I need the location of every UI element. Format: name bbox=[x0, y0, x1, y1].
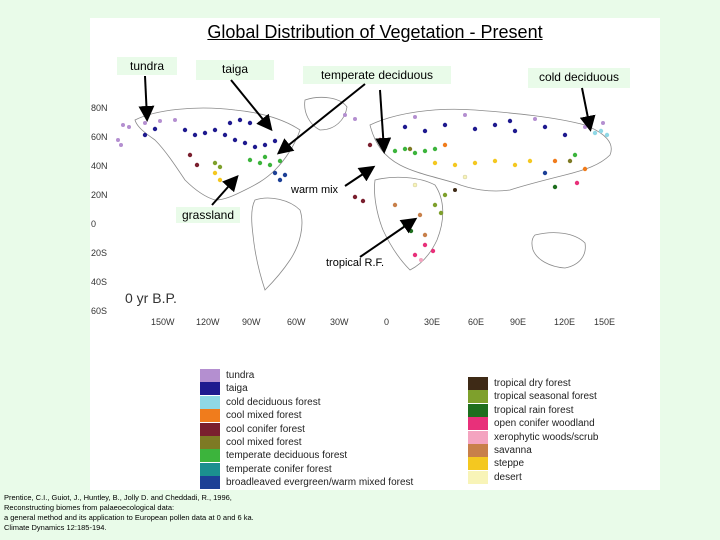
legend-swatch bbox=[200, 369, 220, 382]
legend-label: tropical seasonal forest bbox=[494, 391, 597, 403]
continent-outlines bbox=[134, 96, 612, 291]
longitude-tick: 90W bbox=[242, 317, 261, 327]
era-label: 0 yr B.P. bbox=[125, 290, 177, 306]
callout-temperate-deciduous: temperate deciduous bbox=[303, 66, 451, 84]
longitude-tick: 120E bbox=[554, 317, 576, 327]
citation-line: Climate Dynamics 12:185-194. bbox=[4, 523, 107, 532]
latitude-tick: 60S bbox=[91, 306, 108, 316]
latitude-tick: 20S bbox=[91, 248, 108, 258]
legend-label: cold deciduous forest bbox=[226, 396, 321, 408]
callout-warm-mix: warm mix bbox=[288, 184, 342, 196]
arrow-grassland bbox=[211, 175, 239, 206]
citation-line: Reconstructing biomes from palaeoecologi… bbox=[4, 503, 175, 512]
legend-swatch bbox=[200, 382, 220, 396]
legend-label: broadleaved evergreen/warm mixed forest bbox=[226, 477, 414, 489]
legend-label: temperate deciduous forest bbox=[226, 450, 348, 462]
callout-tundra: tundra bbox=[117, 57, 177, 75]
legend-swatch bbox=[200, 449, 220, 463]
legend-swatch bbox=[468, 430, 488, 444]
legend-label: cool conifer forest bbox=[226, 423, 305, 435]
longitude-tick: 60E bbox=[468, 317, 485, 327]
legend-label: desert bbox=[494, 471, 522, 483]
arrow-tropical-rf bbox=[359, 217, 418, 258]
legend-label: savanna bbox=[494, 445, 532, 456]
callout-grassland: grassland bbox=[176, 207, 241, 223]
longitude-tick: 30E bbox=[424, 317, 441, 327]
citation-line: Prentice, C.I., Guiot, J., Huntley, B., … bbox=[4, 493, 232, 502]
callout-tropical-rf: tropical R.F. bbox=[323, 257, 388, 269]
arrow-cold-deciduous bbox=[579, 87, 596, 132]
latitude-tick: 80N bbox=[91, 103, 108, 113]
arrow-tundra bbox=[138, 75, 155, 122]
legend-swatch bbox=[468, 470, 488, 484]
legend-swatch bbox=[468, 377, 488, 390]
legend-label: open conifer woodland bbox=[494, 418, 595, 430]
longitude-tick: 0 bbox=[384, 317, 390, 327]
callout-taiga: taiga bbox=[196, 60, 274, 80]
legend-swatch bbox=[200, 436, 220, 449]
figure-title: Global Distribution of Vegetation - Pres… bbox=[207, 22, 543, 42]
latitude-tick: 60N bbox=[91, 132, 108, 142]
latitude-tick: 20N bbox=[91, 190, 108, 200]
longitude-tick: 150W bbox=[151, 317, 175, 327]
legend-label: cool mixed forest bbox=[226, 410, 302, 422]
latitude-tick: 40N bbox=[91, 161, 108, 171]
legend-label: tundra bbox=[226, 370, 255, 381]
world-vegetation-map bbox=[116, 96, 612, 291]
citation-line: a general method and its application to … bbox=[4, 513, 254, 522]
citation: Prentice, C.I., Guiot, J., Huntley, B., … bbox=[4, 493, 254, 533]
longitude-tick: 60W bbox=[287, 317, 306, 327]
legend-label: steppe bbox=[494, 458, 525, 470]
callout-cold-deciduous: cold deciduous bbox=[528, 68, 630, 88]
legend-label: taiga bbox=[226, 383, 248, 395]
latitude-tick: 40S bbox=[91, 277, 108, 287]
legend-swatch bbox=[200, 462, 220, 476]
arrow-temperate-deciduous-2 bbox=[375, 89, 392, 154]
arrow-warm-mix bbox=[344, 165, 376, 187]
legend-swatch bbox=[200, 476, 220, 490]
latitude-tick: 0 bbox=[91, 219, 97, 229]
legend-swatch bbox=[468, 417, 488, 431]
legend-label: tropical rain forest bbox=[494, 404, 574, 416]
arrow-taiga bbox=[230, 79, 273, 132]
longitude-tick: 150E bbox=[594, 317, 616, 327]
longitude-tick: 120W bbox=[196, 317, 220, 327]
figure-panel bbox=[90, 18, 660, 490]
legend-label: cool mixed forest bbox=[226, 437, 302, 448]
legend-swatch bbox=[200, 409, 220, 423]
legend-label: temperate conifer forest bbox=[226, 463, 332, 475]
longitude-tick: 30W bbox=[330, 317, 349, 327]
legend-label: tropical dry forest bbox=[494, 378, 571, 389]
legend-swatch bbox=[200, 422, 220, 436]
longitude-tick: 90E bbox=[510, 317, 527, 327]
legend-swatch bbox=[468, 457, 488, 471]
legend-swatch bbox=[200, 395, 220, 409]
legend-swatch bbox=[468, 444, 488, 457]
legend-swatch bbox=[468, 403, 488, 417]
legend-swatch bbox=[468, 390, 488, 404]
arrow-temperate-deciduous bbox=[276, 83, 366, 155]
vegetation-dots bbox=[116, 113, 610, 262]
legend-label: xerophytic woods/scrub bbox=[494, 431, 599, 443]
